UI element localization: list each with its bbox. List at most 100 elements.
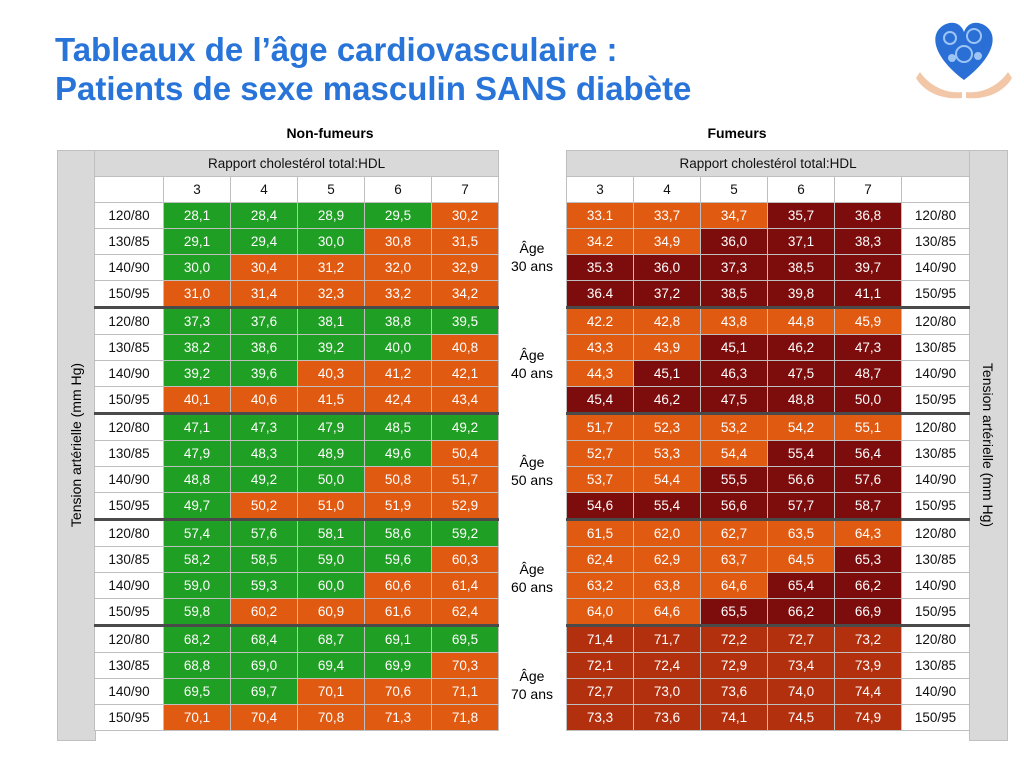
cv-age-cell: 33.1 xyxy=(566,202,634,229)
cv-age-cell: 70,6 xyxy=(364,678,432,705)
bp-label: 150/95 xyxy=(94,598,164,626)
cv-age-cell: 73,2 xyxy=(834,624,902,653)
cv-age-cell: 51,7 xyxy=(566,412,634,441)
table-row: 150/95 40,1 40,6 41,5 42,4 43,4 xyxy=(94,386,500,414)
bp-label: 150/95 xyxy=(94,386,164,414)
bp-label: 130/85 xyxy=(94,440,164,467)
table-row: 52,7 53,3 54,4 55,4 56,4 130/85 xyxy=(566,440,971,467)
table-row: 72,7 73,0 73,6 74,0 74,4 140/90 xyxy=(566,678,971,705)
bp-label: 130/85 xyxy=(94,546,164,573)
smokers-ratio-header: Rapport cholestérol total:HDL xyxy=(565,150,971,177)
cv-age-cell: 42,1 xyxy=(430,360,500,387)
cv-age-cell: 69,9 xyxy=(364,652,432,679)
cv-age-cell: 59,0 xyxy=(163,572,231,599)
cv-age-cell: 62,7 xyxy=(700,518,768,547)
cv-age-cell: 58,7 xyxy=(834,492,902,520)
bp-label: 140/90 xyxy=(94,572,164,599)
cv-age-cell: 72,4 xyxy=(633,652,701,679)
table-row: 140/90 39,2 39,6 40,3 41,2 42,1 xyxy=(94,360,500,387)
cv-age-cell: 71,1 xyxy=(430,678,500,705)
cv-age-cell: 64,3 xyxy=(834,518,902,547)
cv-age-cell: 54,4 xyxy=(700,440,768,467)
cv-age-cell: 29,5 xyxy=(364,202,432,229)
bp-label: 150/95 xyxy=(900,280,971,308)
cv-age-cell: 39,8 xyxy=(767,280,835,308)
cv-age-cell: 48,7 xyxy=(834,360,902,387)
cv-age-cell: 41,5 xyxy=(297,386,365,414)
cv-age-cell: 65,5 xyxy=(700,598,768,626)
cv-age-cell: 69,4 xyxy=(297,652,365,679)
bp-label: 140/90 xyxy=(94,360,164,387)
table-row: 53,7 54,4 55,5 56,6 57,6 140/90 xyxy=(566,466,971,493)
bp-label: 140/90 xyxy=(900,572,971,599)
bp-label: 150/95 xyxy=(900,704,971,731)
heart-gears-in-hands-icon xyxy=(916,22,1012,99)
cv-age-cell: 39,6 xyxy=(230,360,298,387)
smokers-ratio-3: 3 xyxy=(566,176,634,203)
cv-age-cell: 34,9 xyxy=(633,228,701,255)
cv-age-cell: 36.4 xyxy=(566,280,634,308)
cv-age-cell: 56,4 xyxy=(834,440,902,467)
cv-age-cell: 53,7 xyxy=(566,466,634,493)
cv-age-cell: 43,8 xyxy=(700,306,768,335)
table-row: 61,5 62,0 62,7 63,5 64,3 120/80 xyxy=(566,518,971,547)
cv-age-cell: 64,0 xyxy=(566,598,634,626)
cv-age-cell: 47,9 xyxy=(163,440,231,467)
cv-age-cell: 44,8 xyxy=(767,306,835,335)
cv-age-cell: 51,0 xyxy=(297,492,365,520)
ratio-corner-right xyxy=(900,176,971,203)
cv-age-cell: 53,3 xyxy=(633,440,701,467)
cv-age-cell: 74,0 xyxy=(767,678,835,705)
cv-age-cell: 58,2 xyxy=(163,546,231,573)
cv-age-cell: 39,5 xyxy=(430,306,500,335)
cv-age-cell: 71,4 xyxy=(566,624,634,653)
age-value: 30 ans xyxy=(510,258,554,274)
bp-label: 140/90 xyxy=(94,466,164,493)
cv-age-cell: 41,1 xyxy=(834,280,902,308)
cv-age-cell: 38,1 xyxy=(297,306,365,335)
cv-age-cell: 59,0 xyxy=(297,546,365,573)
cv-age-cell: 66,2 xyxy=(767,598,835,626)
cv-age-cell: 55,1 xyxy=(834,412,902,441)
table-row: 120/80 47,1 47,3 47,9 48,5 49,2 xyxy=(94,412,500,441)
title-line-1: Tableaux de l’âge cardiovasculaire : xyxy=(55,31,618,68)
smokers-ratio-5: 5 xyxy=(700,176,768,203)
table-row: 42.2 42,8 43,8 44,8 45,9 120/80 xyxy=(566,306,971,335)
nonsmokers-ratio-5: 5 xyxy=(297,176,365,203)
table-row: 120/80 57,4 57,6 58,1 58,6 59,2 xyxy=(94,518,500,547)
cv-age-cell: 40,0 xyxy=(364,334,432,361)
cv-age-cell: 46,3 xyxy=(700,360,768,387)
cv-age-cell: 42,4 xyxy=(364,386,432,414)
cv-age-cell: 35.3 xyxy=(566,254,634,281)
cv-age-cell: 54,6 xyxy=(566,492,634,520)
cv-age-cell: 64,6 xyxy=(633,598,701,626)
cv-age-cell: 64,5 xyxy=(767,546,835,573)
cv-age-cell: 49,6 xyxy=(364,440,432,467)
nonsmokers-ratio-6: 6 xyxy=(364,176,432,203)
cv-age-cell: 70,8 xyxy=(297,704,365,731)
cv-age-cell: 69,7 xyxy=(230,678,298,705)
bp-label: 130/85 xyxy=(900,652,971,679)
bp-label: 130/85 xyxy=(94,334,164,361)
nonsmokers-ratio-7: 7 xyxy=(430,176,500,203)
cv-age-cell: 72,7 xyxy=(767,624,835,653)
cv-age-cell: 69,5 xyxy=(163,678,231,705)
cv-age-cell: 62,0 xyxy=(633,518,701,547)
cv-age-cell: 30,2 xyxy=(430,202,500,229)
cv-age-cell: 34.2 xyxy=(566,228,634,255)
page-title: Tableaux de l’âge cardiovasculaire : Pat… xyxy=(55,30,691,108)
cv-age-cell: 33,7 xyxy=(633,202,701,229)
cv-age-cell: 31,2 xyxy=(297,254,365,281)
table-row: 43,3 43,9 45,1 46,2 47,3 130/85 xyxy=(566,334,971,361)
table-row: 51,7 52,3 53,2 54,2 55,1 120/80 xyxy=(566,412,971,441)
cv-age-cell: 55,5 xyxy=(700,466,768,493)
cv-age-cell: 48,8 xyxy=(163,466,231,493)
bp-label: 120/80 xyxy=(900,624,971,653)
cv-age-cell: 39,2 xyxy=(163,360,231,387)
age-value: 70 ans xyxy=(510,686,554,702)
cv-age-cell: 66,2 xyxy=(834,572,902,599)
cv-age-cell: 40,6 xyxy=(230,386,298,414)
table-row: 130/85 68,8 69,0 69,4 69,9 70,3 xyxy=(94,652,500,679)
cv-age-cell: 40,8 xyxy=(430,334,500,361)
